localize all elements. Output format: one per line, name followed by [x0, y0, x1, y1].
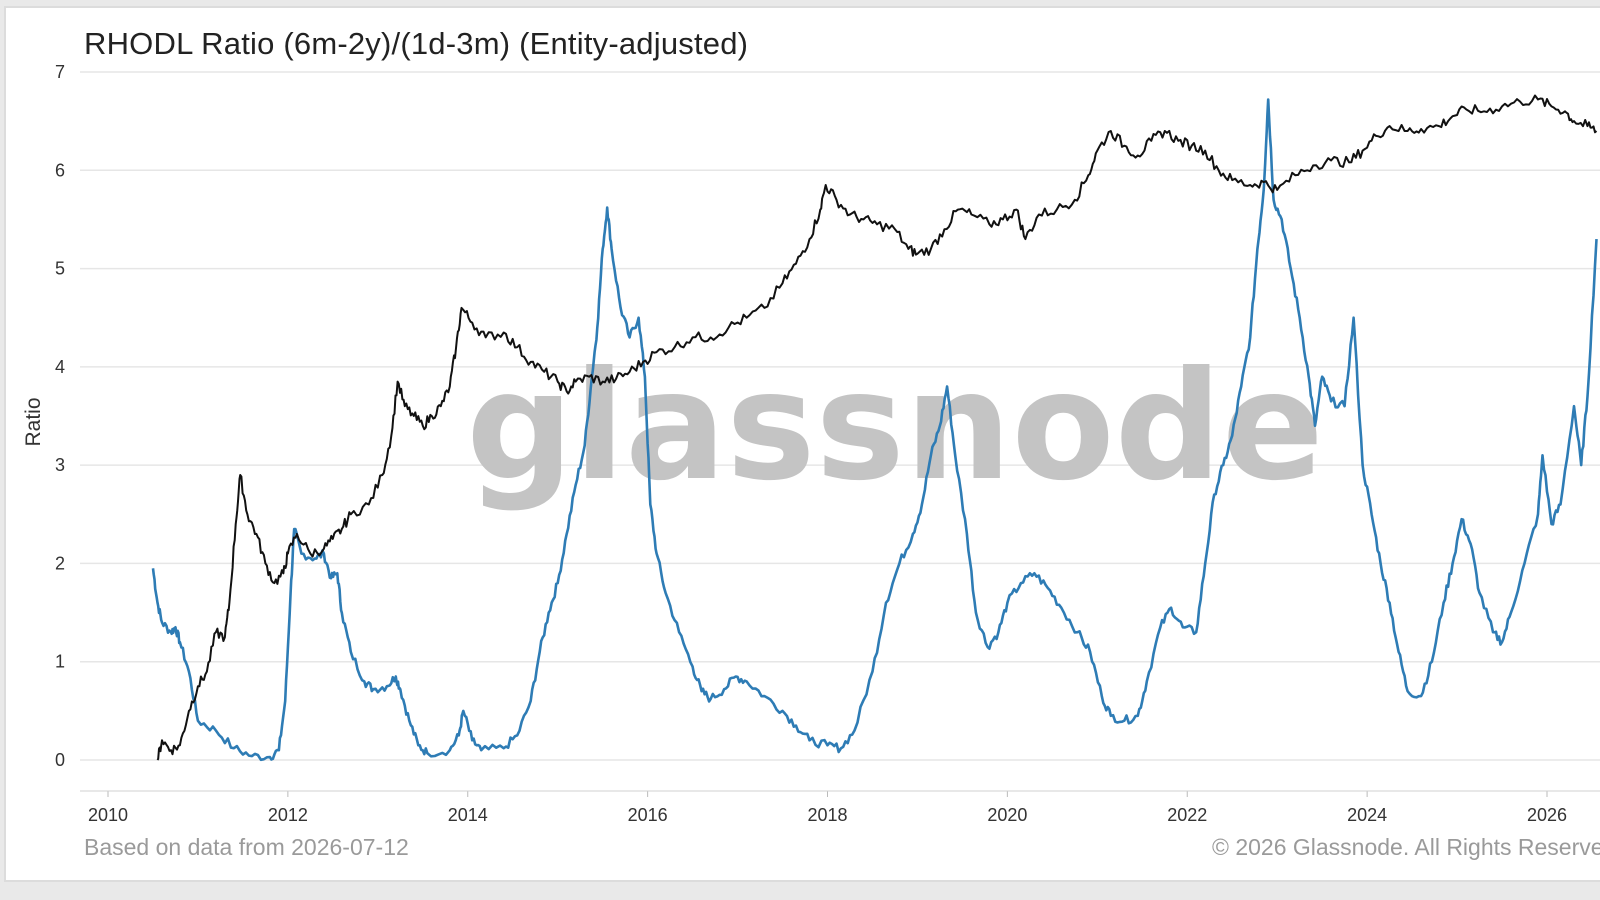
footer-copyright: © 2026 Glassnode. All Rights Reserved.: [1212, 834, 1600, 860]
gridlines: [80, 71, 1600, 761]
series-lines: [151, 94, 1598, 762]
y-tick-label: 5: [55, 259, 65, 279]
x-tick-label: 2020: [987, 805, 1027, 825]
y-tick-label: 1: [55, 652, 65, 672]
series-line-price: [156, 94, 1598, 761]
x-tick-label: 2014: [448, 805, 488, 825]
series-line-ratio: [151, 98, 1598, 762]
y-tick-label: 6: [55, 160, 65, 180]
chart-card: RHODL Ratio (6m-2y)/(1d-3m) (Entity-adju…: [4, 6, 1600, 882]
x-tick-label: 2026: [1527, 805, 1567, 825]
x-tick-label: 2018: [807, 805, 847, 825]
y-axis-ticks: 0 1 2 3 4 5 6 7: [55, 62, 65, 770]
x-tick-label: 2022: [1167, 805, 1207, 825]
chart-title: RHODL Ratio (6m-2y)/(1d-3m) (Entity-adju…: [84, 26, 749, 61]
x-tick-label: 2016: [628, 805, 668, 825]
watermark-logo: glassnode: [466, 340, 1324, 514]
x-tick-label: 2010: [88, 805, 128, 825]
y-axis-label: Ratio: [22, 397, 45, 446]
y-tick-label: 2: [55, 553, 65, 573]
y-tick-label: 7: [55, 62, 65, 82]
x-tick-label: 2024: [1347, 805, 1387, 825]
footer-data-date: Based on data from 2026-07-12: [84, 834, 409, 860]
x-axis-ticks: 2010 2012 2014 2016 2018 2020 2022 2024 2026: [88, 791, 1567, 825]
y-tick-label: 4: [55, 357, 65, 377]
y-tick-label: 0: [55, 750, 65, 770]
x-tick-label: 2012: [268, 805, 308, 825]
y-tick-label: 3: [55, 455, 65, 475]
